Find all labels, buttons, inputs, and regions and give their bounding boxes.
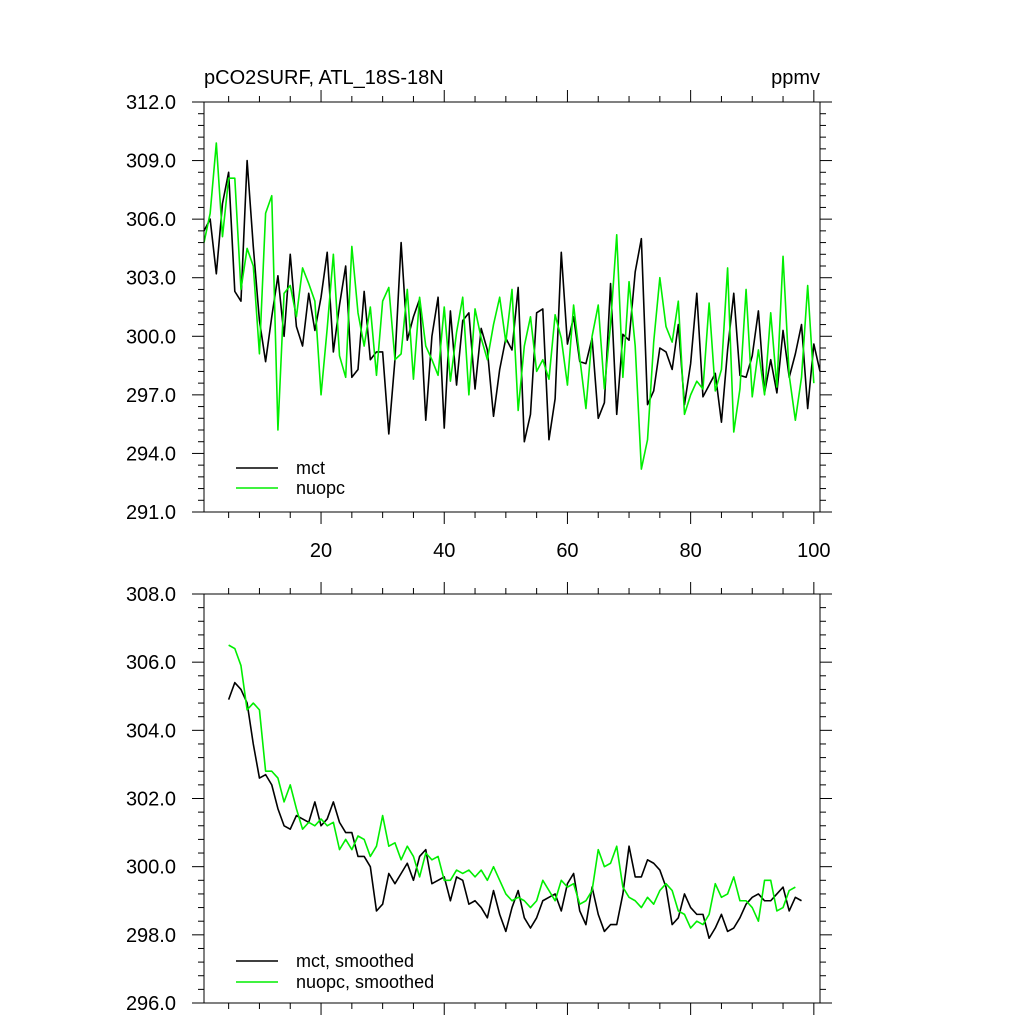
top-panel: pCO2SURF, ATL_18S-18N ppmv 291.0 294.0 297… (126, 67, 832, 562)
series-line-mct (203, 159, 821, 443)
top-panel-units: ppmv (771, 67, 820, 89)
y-tick-label: 291.0 (126, 502, 176, 524)
series-line-nuopc (203, 142, 815, 470)
legend-label: mct, smoothed (296, 951, 414, 971)
y-tick-label: 303.0 (126, 268, 176, 290)
legend-label: nuopc, smoothed (296, 972, 434, 992)
bottom-panel: 296.0 298.0 300.0 302.0 304.0 306.0 308.0 mct,… (126, 582, 832, 1015)
y-tick-label: 302.0 (126, 789, 176, 811)
y-tick-label: 300.0 (126, 857, 176, 879)
legend-label: mct (296, 458, 325, 478)
bottom-panel-frame (203, 593, 821, 1004)
bottom-panel-series (227, 644, 802, 940)
y-tick-label: 306.0 (126, 209, 176, 231)
y-tick-label: 308.0 (126, 584, 176, 606)
y-tick-label: 309.0 (126, 151, 176, 173)
x-tick-label: 40 (433, 540, 455, 562)
y-tick-label: 297.0 (126, 385, 176, 407)
y-tick-label: 306.0 (126, 652, 176, 674)
legend-label: nuopc (296, 478, 345, 498)
y-tick-label: 294.0 (126, 443, 176, 465)
y-tick-label: 296.0 (126, 993, 176, 1015)
y-tick-label: 298.0 (126, 925, 176, 947)
x-tick-label: 20 (310, 540, 332, 562)
top-panel-series (203, 142, 821, 470)
top-panel-title: pCO2SURF, ATL_18S-18N (204, 67, 444, 89)
x-tick-label: 100 (797, 540, 830, 562)
y-tick-label: 312.0 (126, 92, 176, 114)
series-line-nuopc-smoothed (228, 644, 796, 929)
top-panel-frame (203, 101, 821, 513)
y-tick-label: 300.0 (126, 326, 176, 348)
bottom-panel-ticks: 296.0 298.0 300.0 302.0 304.0 306.0 308.0 (126, 582, 832, 1015)
y-tick-label: 304.0 (126, 720, 176, 742)
x-tick-label: 80 (680, 540, 702, 562)
top-panel-ticks: 291.0 294.0 297.0 300.0 303.0 306.0 309.0 312.0… (126, 90, 832, 562)
x-tick-label: 60 (556, 540, 578, 562)
